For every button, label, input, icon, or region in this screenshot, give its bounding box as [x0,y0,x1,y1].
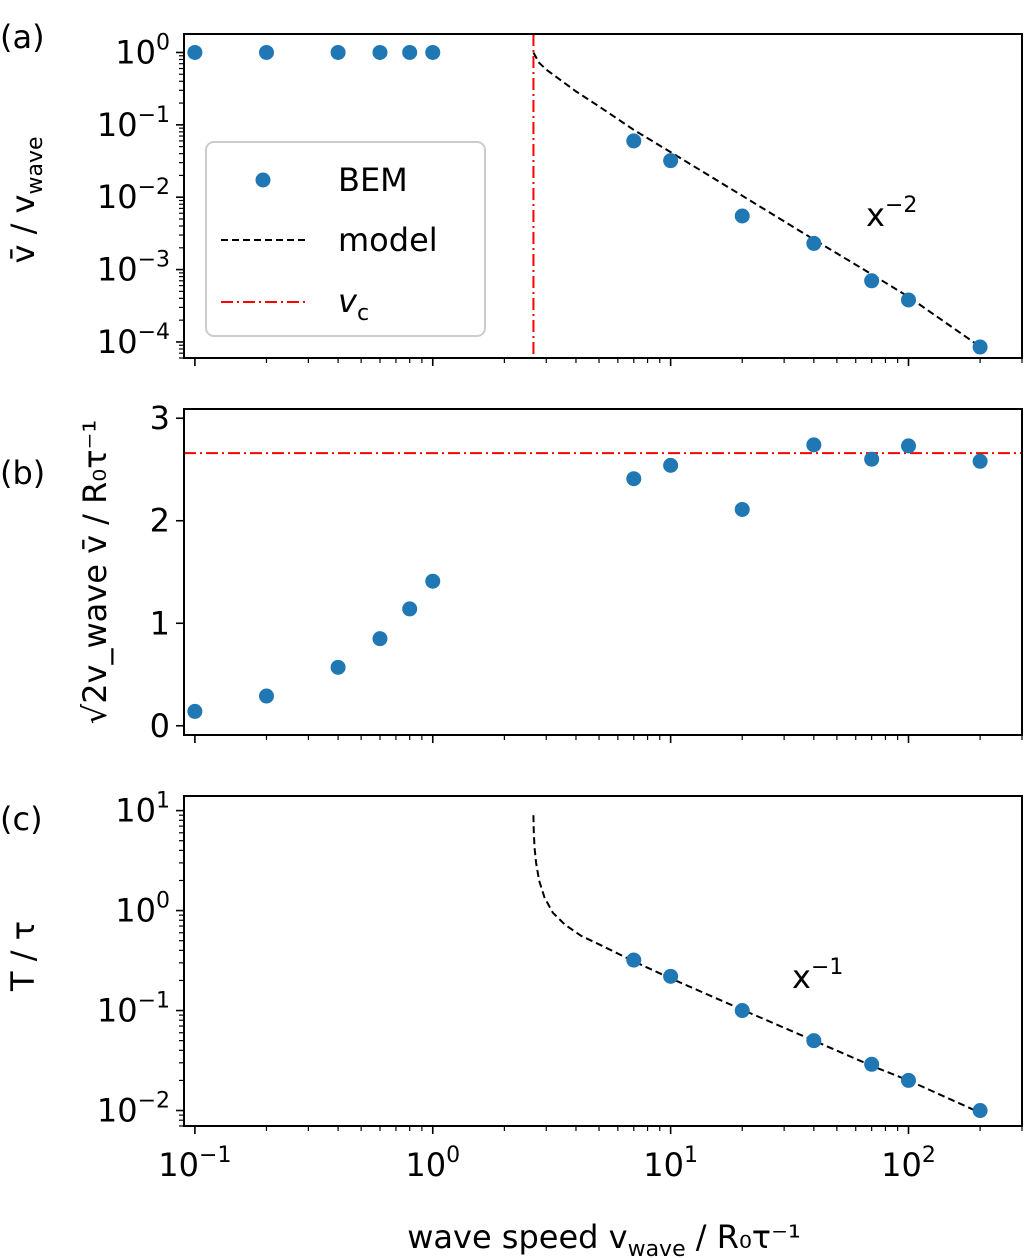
data-point-bem [864,451,880,467]
lines-c [532,815,981,1114]
points-a [187,44,988,355]
slope-annotation-c-exp: −1 [811,955,843,980]
ytick-label: 10−1 [97,103,170,144]
data-point-bem [330,44,346,60]
data-point-bem [806,1033,822,1049]
xticks-c: 10−1 100 101 102 [158,1126,1023,1184]
ytick-label: 10−3 [97,248,170,289]
data-point-bem [734,501,750,517]
data-point-bem [402,44,418,60]
legend-label-model: model [338,221,438,259]
points-c [626,952,988,1119]
slope-annotation-c-base: x [792,958,811,996]
data-point-bem [425,44,441,60]
ylabel-a-base: v̄ / v [4,195,42,264]
data-point-bem [972,339,988,355]
axes-frame-a [183,33,1023,359]
ytick-label: 1 [150,604,170,642]
axes-frame-c [183,795,1023,1127]
slope-annotation-c: x−1 [792,955,843,996]
data-point-bem [187,44,203,60]
data-point-bem [402,601,418,617]
ylabel-a-sub: wave [23,136,48,194]
data-point-bem [330,659,346,675]
data-point-bem [425,573,441,589]
ytick-label: 0 [150,707,170,745]
yticks-b: 0 1 2 3 [150,399,184,745]
xlabel-pre: wave speed v [407,1218,627,1256]
legend-label-vc-base: v [338,282,358,320]
panel-c: (c) T / τ 101 100 10−1 10−2 10−1 100 101 102 x… [0,789,1023,1258]
yticks-c: 101 100 10−1 10−2 [97,789,184,1130]
data-point-bem [901,438,917,454]
ytick-label: 10−1 [97,989,170,1030]
ylabel-b: √2v_wave v̄ / R₀τ⁻¹ [76,420,114,724]
xtick-label: 10−1 [158,1143,231,1184]
xlabel-post: / R₀τ⁻¹ [686,1218,801,1256]
data-point-bem [258,44,274,60]
data-point-bem [901,1072,917,1088]
data-point-bem [663,968,679,984]
yticks-a: 100 10−1 10−2 10−3 10−4 [97,30,184,361]
data-point-bem [187,703,203,719]
data-point-bem [626,133,642,149]
data-point-bem [972,1103,988,1119]
ytick-label: 100 [115,889,170,930]
data-point-bem [806,437,822,453]
data-point-bem [972,453,988,469]
panel-label-a: (a) [0,18,45,56]
xtick-label: 102 [881,1143,936,1184]
data-point-bem [806,235,822,251]
panel-a: (a) v̄ / vwave 100 10−1 10−2 10−3 10−4 BEM m… [0,18,1023,366]
ytick-label: 101 [115,789,170,830]
ytick-label: 10−4 [97,320,170,361]
xticks-b [194,735,1023,743]
data-point-bem [626,471,642,487]
data-point-bem [372,44,388,60]
points-b [187,437,988,719]
data-point-bem [663,153,679,169]
xlabel: wave speed vwave / R₀τ⁻¹ [407,1218,801,1258]
data-point-bem [372,631,388,647]
legend: BEM model vc [205,141,486,337]
slope-annotation-a-base: x [866,196,885,234]
legend-box [205,141,486,337]
panel-label-b: (b) [0,454,45,492]
xlabel-sub: wave [628,1237,686,1258]
legend-marker-bem [255,172,271,188]
ylabel-a: v̄ / vwave [4,136,48,263]
axes-frame-b [183,408,1023,736]
legend-label-vc-sub: c [357,301,369,326]
xtick-label: 101 [643,1143,698,1184]
slope-annotation-a: x−2 [866,193,917,234]
ytick-label: 100 [115,30,170,71]
ylabel-c: T / τ [4,921,42,992]
model-curve [532,815,981,1114]
data-point-bem [864,273,880,289]
ytick-label: 2 [150,502,170,540]
panel-label-c: (c) [0,800,43,838]
xtick-label: 100 [405,1143,460,1184]
panel-b: (b) √2v_wave v̄ / R₀τ⁻¹ 0 1 2 3 [0,399,1023,745]
lines-a [532,34,981,358]
slope-annotation-a-exp: −2 [885,193,917,218]
data-point-bem [864,1056,880,1072]
ytick-label: 10−2 [97,1089,170,1130]
data-point-bem [734,1003,750,1019]
legend-label-bem: BEM [338,161,408,199]
data-point-bem [734,208,750,224]
data-point-bem [258,688,274,704]
ytick-label: 3 [150,399,170,437]
xticks-a [194,358,1023,366]
ytick-label: 10−2 [97,175,170,216]
model-curve [532,52,981,348]
data-point-bem [626,952,642,968]
data-point-bem [663,457,679,473]
data-point-bem [901,292,917,308]
legend-label-vc: vc [338,282,369,326]
